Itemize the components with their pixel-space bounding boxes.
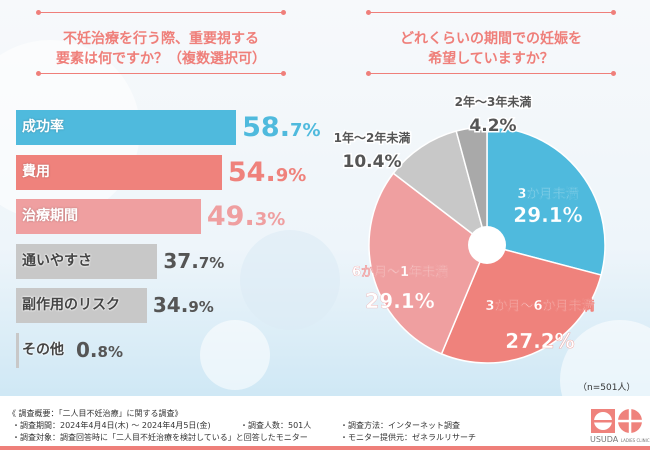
bar-label: 通いやすさ xyxy=(22,252,92,269)
bar-value: 58.7% xyxy=(242,112,321,143)
bar-value: 37.7% xyxy=(163,248,225,273)
pie-category-label: 6か月～1年未満 xyxy=(352,264,448,280)
bar xyxy=(16,243,158,279)
title-line: 希望していますか？ xyxy=(428,51,554,67)
sample-size-note: （n=501人） xyxy=(578,383,636,393)
pie-category-label: 3か月未満 xyxy=(517,186,578,202)
pie-slice xyxy=(455,126,488,246)
title-line: どれくらいの期間での妊娠を xyxy=(400,31,582,47)
footer-heading: 《 調査概要：「二人目不妊治療」に関する調査》 xyxy=(8,409,183,418)
bar-value: 0.8% xyxy=(76,338,123,362)
pie-slice xyxy=(486,126,606,276)
logo-name: USUDA xyxy=(590,435,619,444)
logo-sub: LADIES CLINIC xyxy=(620,438,650,443)
pie-category-label: 2年～3年未満 xyxy=(455,94,532,109)
footer-provider: ・モニター提供元：ゼネラルリサーチ xyxy=(340,433,476,442)
bar-label: 治療期間 xyxy=(22,208,78,225)
pie-value-label: 29.1% xyxy=(365,289,434,313)
bar-label: 副作用のリスク xyxy=(22,297,120,314)
footer-target: ・調査対象：調査回答時に「二人目不妊治療を検討している」と回答したモニター xyxy=(12,433,308,442)
usuda-logo: USUDA LADIES CLINIC xyxy=(590,408,650,448)
left-chart-title: 不妊治療を行う際、重要視する 要素は何ですか？（複数選択可） xyxy=(36,10,286,76)
title-line: 要素は何ですか？（複数選択可） xyxy=(56,51,266,67)
pie-category-label: 3か月～6か月未満 xyxy=(485,298,594,314)
pie-value-label: 10.4% xyxy=(343,152,402,172)
bar xyxy=(16,110,237,145)
pie-category-label: 1年～2年未満 xyxy=(334,130,411,145)
pie-value-label: 27.2% xyxy=(505,329,574,353)
bar-label: 成功率 xyxy=(22,119,64,135)
bar-label: その他 xyxy=(22,342,64,358)
bar-value: 34.9% xyxy=(152,293,214,318)
bottom-rule xyxy=(0,446,650,450)
survey-footer: 《 調査概要：「二人目不妊治療」に関する調査》 ・調査期間：2024年4月4日(… xyxy=(8,408,476,444)
donut-hole xyxy=(468,226,506,264)
pie-value-label: 4.2% xyxy=(469,116,516,136)
bar xyxy=(16,288,147,324)
bar xyxy=(16,154,222,190)
pie-value-label: 29.1% xyxy=(513,203,582,227)
bar xyxy=(16,199,201,235)
bar xyxy=(16,333,19,368)
bar-label: 費用 xyxy=(22,163,50,180)
footer-period: ・調査期間：2024年4月4日(木) ～ 2024年4月5日(金) xyxy=(12,421,211,430)
footer-count: ・調査人数：501人 xyxy=(240,421,312,430)
title-line: 不妊治療を行う際、重要視する xyxy=(63,31,259,47)
pie-slice xyxy=(368,172,488,355)
bar-value: 49.3% xyxy=(206,201,286,233)
bar-value: 54.9% xyxy=(227,156,307,188)
right-chart-title: どれくらいの期間での妊娠を 希望していますか？ xyxy=(366,10,616,76)
clinic-logo-icon xyxy=(591,409,642,433)
pie-slice xyxy=(440,244,603,364)
footer-method: ・調査方法：インターネット調査 xyxy=(340,421,460,430)
